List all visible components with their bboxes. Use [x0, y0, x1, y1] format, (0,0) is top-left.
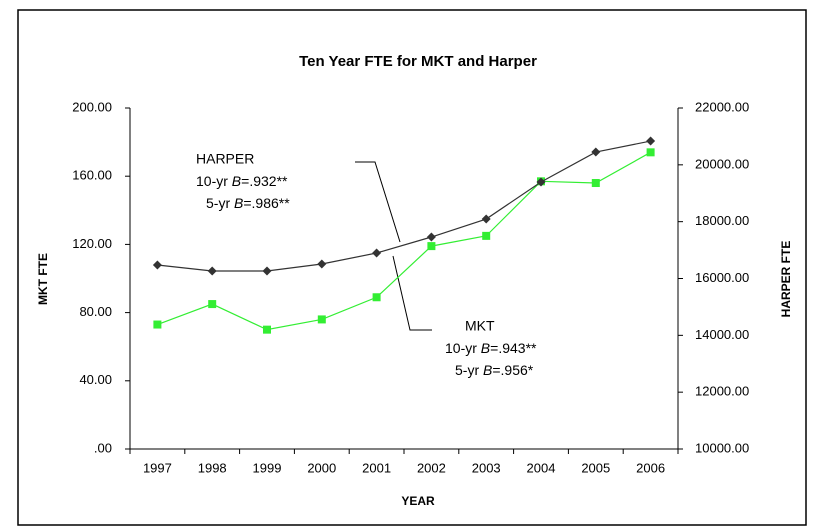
y2-tick-label: 12000.00	[695, 384, 749, 399]
y-tick-label: 160.00	[72, 168, 112, 183]
marker	[372, 293, 381, 302]
annotation-part: B	[483, 362, 492, 378]
x-tick-label: 2003	[472, 460, 501, 475]
x-tick-label: 1999	[253, 460, 282, 475]
marker	[207, 266, 217, 276]
marker	[481, 214, 491, 224]
marker	[427, 242, 436, 251]
x-tick-label: 2004	[527, 460, 556, 475]
y2-tick-label: 10000.00	[695, 440, 749, 455]
x-tick-label: 2001	[362, 460, 391, 475]
y2-tick-label: 16000.00	[695, 270, 749, 285]
annotation-part: =.932**	[241, 173, 288, 189]
marker	[536, 177, 546, 187]
y-tick-label: .00	[94, 440, 112, 455]
annotation-part: 10-yr	[445, 340, 481, 356]
annotation-part: 10-yr	[196, 173, 232, 189]
marker	[372, 248, 382, 258]
annotation-line: 5-yr B=.956*	[455, 362, 534, 378]
series-line	[157, 151, 651, 331]
annotation-title: HARPER	[196, 151, 254, 167]
marker	[646, 148, 655, 157]
series-line	[157, 140, 651, 272]
annotation-part: =.986**	[243, 195, 290, 211]
marker	[317, 315, 326, 324]
x-tick-label: 1997	[143, 460, 172, 475]
y-tick-label: 200.00	[72, 99, 112, 114]
x-tick-label: 1998	[198, 460, 227, 475]
marker	[591, 147, 601, 157]
annotation-part: B	[234, 195, 243, 211]
y-axis-title: MKT FTE	[36, 253, 50, 305]
marker	[208, 300, 217, 309]
marker	[426, 232, 436, 242]
y-tick-label: 80.00	[79, 304, 112, 319]
y2-tick-label: 22000.00	[695, 99, 749, 114]
annotation-part: 5-yr	[455, 362, 483, 378]
y-tick-label: 40.00	[79, 372, 112, 387]
marker	[262, 266, 272, 276]
y2-axis-title: HARPER FTE	[779, 241, 793, 318]
y2-tick-label: 18000.00	[695, 213, 749, 228]
chart-title: Ten Year FTE for MKT and Harper	[299, 53, 537, 70]
x-tick-label: 2000	[307, 460, 336, 475]
marker	[153, 320, 162, 329]
x-tick-label: 2005	[581, 460, 610, 475]
x-axis-title: YEAR	[401, 494, 435, 508]
annotation-title: MKT	[465, 318, 495, 334]
marker	[263, 325, 271, 334]
marker	[482, 231, 491, 240]
x-tick-label: 2006	[636, 460, 665, 475]
x-tick-label: 2002	[417, 460, 446, 475]
annotation-line: 5-yr B=.986**	[206, 195, 290, 211]
marker	[646, 136, 656, 146]
leader-line	[392, 255, 432, 331]
y-tick-label: 120.00	[72, 236, 112, 251]
annotation-part: =.956*	[492, 362, 533, 378]
annotation-line: 10-yr B=.943**	[445, 340, 537, 356]
y2-tick-label: 14000.00	[695, 327, 749, 342]
annotation-part: B	[232, 173, 241, 189]
y2-tick-label: 20000.00	[695, 156, 749, 171]
leader-line	[355, 161, 401, 243]
chart-frame	[17, 9, 807, 526]
annotation-part: 5-yr	[206, 195, 234, 211]
marker	[591, 179, 600, 188]
marker	[317, 259, 327, 269]
annotation-part: =.943**	[490, 340, 537, 356]
annotation-part: B	[481, 340, 490, 356]
marker	[152, 260, 162, 270]
annotation-line: 10-yr B=.932**	[196, 173, 288, 189]
